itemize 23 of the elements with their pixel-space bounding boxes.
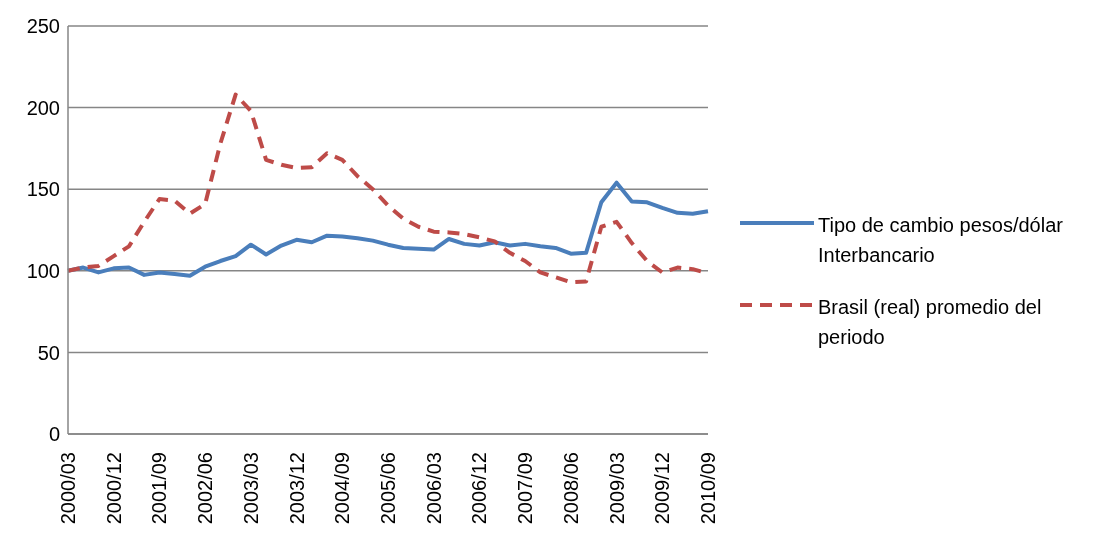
x-tick-label: 2003/03 (239, 452, 262, 525)
y-tick-label: 50 (37, 341, 60, 364)
x-tick-label: 2008/06 (559, 452, 582, 525)
y-tick-label: 0 (48, 423, 60, 446)
x-tick-label: 2006/12 (468, 452, 491, 525)
x-tick-label: 2000/03 (57, 452, 79, 525)
y-tick-label: 250 (26, 15, 60, 38)
x-tick-label: 2009/12 (651, 452, 674, 525)
x-tick-label: 2002/06 (194, 452, 217, 525)
x-tick-label: 2000/12 (102, 452, 125, 525)
legend-label: Tipo de cambio pesos/dólar Interbancario (818, 213, 1064, 268)
x-tick-label: 2001/09 (148, 452, 171, 525)
y-tick-label: 200 (26, 96, 60, 119)
x-tick-label: 2007/09 (514, 452, 537, 525)
y-tick-label: 150 (26, 178, 60, 201)
legend-label: Brasil (real) promedio del periodo (818, 295, 1043, 350)
x-tick-label: 2010/09 (697, 452, 719, 525)
x-tick-label: 2003/12 (285, 452, 308, 525)
x-tick-label: 2009/03 (605, 452, 628, 525)
x-tick-label: 2004/09 (331, 452, 354, 525)
x-tick-label: 2006/03 (422, 452, 445, 525)
x-tick-label: 2005/06 (377, 452, 399, 525)
y-tick-label: 100 (26, 259, 60, 282)
